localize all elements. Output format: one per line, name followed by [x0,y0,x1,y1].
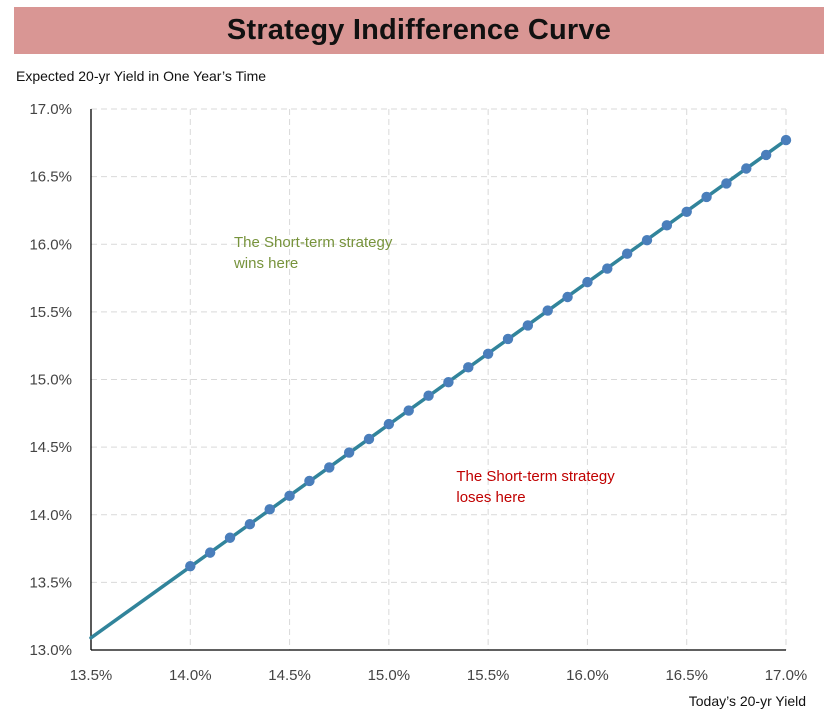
y-tick-label: 13.0% [29,642,72,659]
chart-title: Strategy Indifference Curve [226,14,612,46]
data-point [701,191,712,203]
y-tick-label: 16.5% [29,169,72,186]
data-point [423,390,434,401]
data-point [224,532,236,543]
y-tick-label: 16.0% [29,236,72,253]
data-point [304,475,315,487]
data-point [264,504,275,515]
data-point [602,263,613,274]
y-tick-label: 15.5% [29,304,72,321]
data-point [621,248,633,259]
data-point [463,362,474,373]
x-tick-label: 14.5% [268,667,311,684]
labels: 13.0% 13.5% 14.0% 14.5% 15.0% 15.5% 16.0% 16.5%… [16,68,807,709]
y-tick-label: 13.5% [29,574,72,591]
data-point [780,134,792,146]
data-point [562,291,573,303]
data-point [185,560,196,572]
data-point [522,320,534,331]
annotation-label: The Short-term strategy wins here [233,234,393,272]
annotation-line: loses here [456,489,525,506]
x-tick-label: 15.0% [368,667,411,684]
data-point [363,433,375,445]
data-point [284,490,295,502]
annotation-label: The Short-term strategy loses here [456,468,615,506]
data-point [582,276,593,288]
data-point [721,178,732,189]
data-point [244,519,256,530]
gridlines [91,108,787,650]
data-point [204,547,216,558]
x-tick-label: 17.0% [765,667,808,684]
x-tick-label: 16.0% [566,667,609,684]
data-point [343,447,355,458]
annotation-line: The Short-term strategy [234,234,393,251]
chart-title-bar: Strategy Indifference Curve [14,7,824,54]
data-point [661,220,673,231]
y-tick-label: 15.0% [29,372,72,389]
series-line [89,138,788,640]
x-tick-label: 16.5% [665,667,708,684]
x-tick-label: 15.5% [467,667,510,684]
data-point [482,348,494,360]
annotation-line: The Short-term strategy [456,468,615,485]
data-point [324,462,335,473]
x-tick-label: 13.5% [70,667,113,684]
axes [90,109,786,651]
x-axis-title: Today’s 20-yr Yield [689,693,806,709]
data-point [741,163,752,174]
data-point [542,305,553,316]
data-point [443,377,454,388]
series [89,134,792,640]
data-point [502,333,514,345]
y-tick-label: 14.5% [29,439,72,456]
y-tick-label: 17.0% [29,101,72,118]
data-point [760,149,772,161]
data-point [403,405,414,416]
data-point [641,234,653,246]
data-point [681,206,692,217]
data-point [383,418,395,430]
y-tick-label: 14.0% [29,507,72,524]
y-axis-title: Expected 20-yr Yield in One Year’s Time [16,68,266,84]
annotation-line: wins here [233,255,298,272]
x-tick-label: 14.0% [169,667,212,684]
